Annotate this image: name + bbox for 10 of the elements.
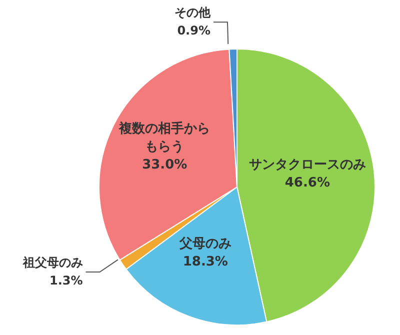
slice-label: 父母のみ: [178, 236, 232, 252]
data-label: 46.6%: [284, 175, 330, 190]
slice-label: その他: [174, 5, 212, 20]
data-label: 18.3%: [182, 254, 228, 270]
slice-label: 祖父母のみ: [22, 255, 83, 270]
slice-label: サンタクロースのみ: [248, 157, 366, 172]
data-label: 33.0%: [142, 158, 188, 173]
data-label: 0.9%: [177, 23, 210, 38]
data-label: 1.3%: [49, 273, 83, 288]
slice-label: 複数の相手からもらう: [118, 120, 210, 155]
